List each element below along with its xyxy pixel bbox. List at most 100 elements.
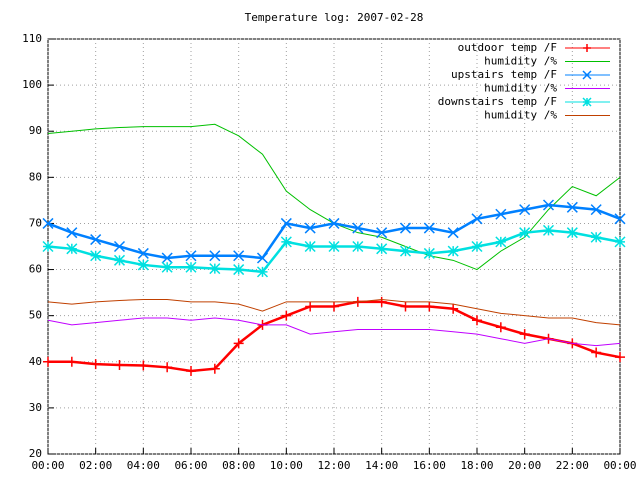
series-marker xyxy=(42,240,54,253)
series-marker xyxy=(448,303,459,314)
series-marker xyxy=(400,301,411,312)
series-marker xyxy=(256,266,269,278)
series-marker xyxy=(90,234,102,246)
y-tick-label: 70 xyxy=(29,216,42,229)
series-marker xyxy=(304,222,316,234)
series-marker xyxy=(542,224,555,236)
legend-label: humidity /% xyxy=(484,109,557,122)
x-tick-label: 22:00 xyxy=(556,459,589,472)
series-marker xyxy=(90,250,102,262)
series-marker xyxy=(280,236,292,248)
legend-label: outdoor temp /F xyxy=(458,41,557,54)
series-marker xyxy=(281,310,292,321)
x-tick-label: 10:00 xyxy=(270,459,303,472)
series-marker xyxy=(566,227,578,239)
series-marker xyxy=(376,227,388,239)
x-tick-label: 08:00 xyxy=(222,459,255,472)
series-marker xyxy=(185,261,197,273)
x-tick-label: 02:00 xyxy=(79,459,112,472)
series-marker xyxy=(113,254,126,266)
chart-title: Temperature log: 2007-02-28 xyxy=(245,11,424,24)
x-tick-label: 14:00 xyxy=(365,459,398,472)
series-marker xyxy=(305,301,316,312)
series-marker xyxy=(209,250,221,262)
series-marker xyxy=(66,243,78,255)
series-line xyxy=(48,300,621,373)
series-marker xyxy=(162,362,173,373)
series-marker xyxy=(209,263,221,275)
series-marker xyxy=(471,240,483,253)
x-tick-label: 20:00 xyxy=(508,459,541,472)
series-marker xyxy=(614,236,626,248)
y-tick-label: 50 xyxy=(29,309,42,322)
legend-label: downstairs temp /F xyxy=(438,95,557,108)
series-marker xyxy=(590,204,602,216)
x-tick-label: 00:00 xyxy=(603,459,636,472)
series-marker xyxy=(233,338,244,349)
series-marker xyxy=(66,227,78,239)
series-marker xyxy=(376,243,388,255)
series-marker xyxy=(614,213,626,225)
series-marker xyxy=(566,201,578,213)
series-marker xyxy=(519,227,531,239)
series-marker xyxy=(233,250,245,262)
legend-label: humidity /% xyxy=(484,55,557,68)
series-marker xyxy=(43,356,53,367)
x-tick-label: 12:00 xyxy=(317,459,350,472)
series-marker xyxy=(329,301,339,312)
series-marker xyxy=(519,329,530,340)
y-tick-label: 30 xyxy=(29,401,42,414)
legend-marker xyxy=(582,97,592,107)
x-tick-label: 06:00 xyxy=(174,459,207,472)
series-marker xyxy=(161,261,173,273)
series-marker xyxy=(591,347,602,358)
y-tick-label: 110 xyxy=(22,32,42,45)
series-marker xyxy=(495,322,506,333)
series-marker xyxy=(233,264,245,276)
series-marker xyxy=(615,352,625,363)
series-marker xyxy=(519,204,531,216)
series-marker xyxy=(542,199,555,211)
series-marker xyxy=(113,240,126,253)
series-marker xyxy=(161,252,173,264)
legend-marker xyxy=(582,70,592,80)
series-marker xyxy=(423,247,435,259)
y-tick-label: 80 xyxy=(29,170,42,183)
series-marker xyxy=(328,217,340,229)
series-marker xyxy=(186,366,196,376)
x-tick-label: 04:00 xyxy=(127,459,160,472)
series-marker xyxy=(90,359,101,370)
series-marker xyxy=(424,301,435,312)
legend-label: humidity /% xyxy=(484,82,557,95)
x-tick-label: 00:00 xyxy=(31,459,64,472)
series-marker xyxy=(376,296,387,307)
series-marker xyxy=(137,259,149,271)
x-tick-label: 18:00 xyxy=(460,459,493,472)
series-marker xyxy=(280,217,292,229)
series-marker xyxy=(185,250,197,262)
series-marker xyxy=(495,236,507,248)
series-marker xyxy=(471,213,483,225)
series-marker xyxy=(304,240,316,253)
series-marker xyxy=(352,240,364,253)
series-marker xyxy=(138,360,149,371)
series-marker xyxy=(399,222,412,234)
series-marker xyxy=(472,315,482,326)
y-tick-label: 20 xyxy=(29,447,42,460)
series-marker xyxy=(66,356,77,367)
series-line xyxy=(47,299,621,326)
y-tick-label: 60 xyxy=(29,263,42,276)
legend-label: upstairs temp /F xyxy=(451,68,557,81)
series-marker xyxy=(423,222,435,234)
y-tick-label: 90 xyxy=(29,124,42,137)
series-marker xyxy=(328,240,340,253)
series-marker xyxy=(495,208,507,220)
series-marker xyxy=(352,222,364,234)
series-marker xyxy=(256,252,269,264)
y-tick-label: 100 xyxy=(22,78,42,91)
series-marker xyxy=(590,231,602,243)
legend-marker xyxy=(583,44,591,52)
y-tick-label: 40 xyxy=(29,355,42,368)
x-tick-label: 16:00 xyxy=(413,459,446,472)
